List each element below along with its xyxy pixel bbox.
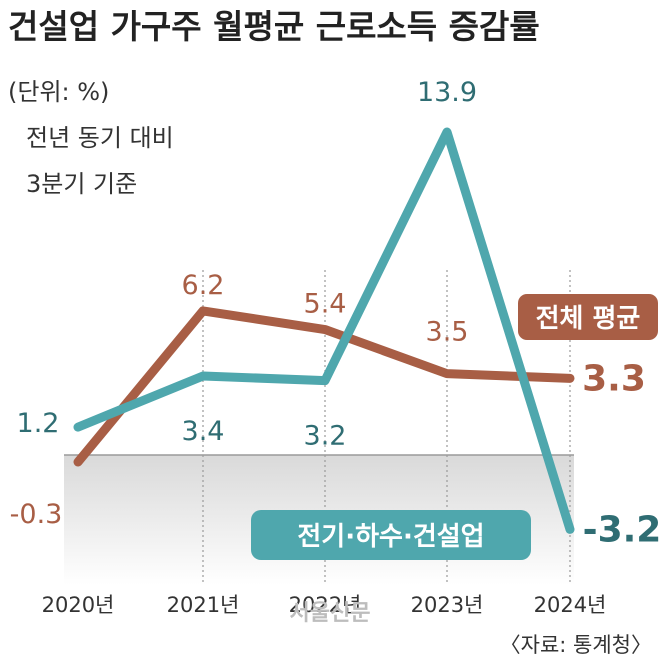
construction-value-label: 3.2 [304, 421, 347, 452]
unit-label: (단위: %) [8, 78, 109, 106]
x-axis-ticks: 2020년 2021년 2022년 2023년 2024년 [42, 593, 607, 617]
overall-value-label: -0.3 [10, 499, 63, 530]
x-tick-label: 2023년 [411, 593, 484, 617]
series-lines [73, 127, 575, 534]
legend-construction-label: 전기·하수·건설업 [297, 522, 484, 552]
chart-title: 건설업 가구주 월평균 근로소득 증감률 [8, 7, 540, 46]
x-tick-label: 2021년 [167, 593, 240, 617]
construction-value-label: 3.4 [182, 416, 225, 447]
overall-value-label: 6.2 [182, 270, 225, 301]
legend-overall: 전체 평균 [518, 294, 658, 340]
legend-overall-box [518, 294, 658, 340]
overall-value-label: 3.3 [582, 358, 646, 399]
note-line-1: 전년 동기 대비 [26, 124, 174, 152]
overall-value-label: 3.5 [426, 317, 469, 348]
construction-value-label: -3.2 [583, 509, 662, 550]
source-label: 〈자료: 통계청〉 [500, 633, 652, 657]
data-labels: 1.2 3.4 3.2 13.9 -3.2 -0.3 6.2 5.4 3.5 3.3 [10, 77, 662, 550]
overall-value-label: 5.4 [304, 289, 347, 320]
x-tick-label: 2020년 [42, 593, 115, 617]
legend-construction-box [251, 510, 531, 560]
watermark: 서울신문 [290, 601, 371, 626]
note-line-2: 3분기 기준 [26, 170, 137, 198]
construction-value-label: 1.2 [17, 408, 60, 439]
construction-value-label: 13.9 [417, 77, 477, 108]
series-line-construction [73, 127, 575, 534]
series-line-overall [73, 306, 575, 467]
legend-overall-label: 전체 평균 [536, 304, 641, 334]
x-tick-label: 2024년 [534, 593, 607, 617]
x-tick-label: 2022년 [289, 593, 362, 617]
legend-construction: 전기·하수·건설업 [251, 510, 531, 560]
